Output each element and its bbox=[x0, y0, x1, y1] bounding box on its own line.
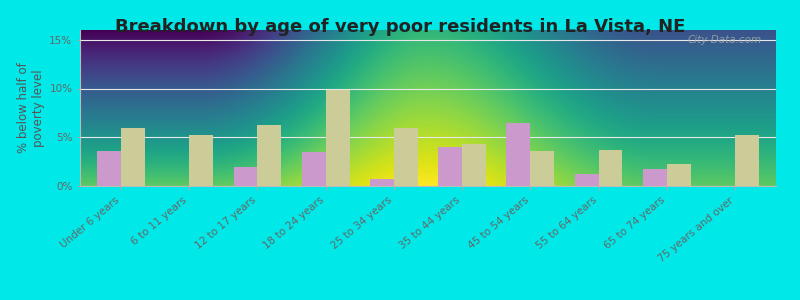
Bar bbox=[735, 135, 759, 186]
Bar bbox=[394, 128, 418, 186]
Text: Breakdown by age of very poor residents in La Vista, NE: Breakdown by age of very poor residents … bbox=[115, 18, 685, 36]
Bar bbox=[370, 179, 394, 186]
Bar bbox=[189, 135, 213, 186]
Bar bbox=[234, 167, 258, 186]
Y-axis label: % below half of
poverty level: % below half of poverty level bbox=[17, 63, 45, 153]
Bar bbox=[530, 151, 554, 186]
Bar bbox=[438, 147, 462, 186]
Bar bbox=[574, 174, 598, 186]
Bar bbox=[598, 150, 622, 186]
Bar bbox=[643, 169, 667, 186]
Bar bbox=[302, 152, 326, 186]
Bar bbox=[121, 128, 145, 186]
Bar bbox=[258, 124, 282, 186]
Bar bbox=[667, 164, 690, 186]
Bar bbox=[326, 90, 350, 186]
Bar bbox=[506, 123, 530, 186]
Bar bbox=[97, 151, 121, 186]
Bar bbox=[462, 144, 486, 186]
Text: City-Data.com: City-Data.com bbox=[688, 35, 762, 45]
